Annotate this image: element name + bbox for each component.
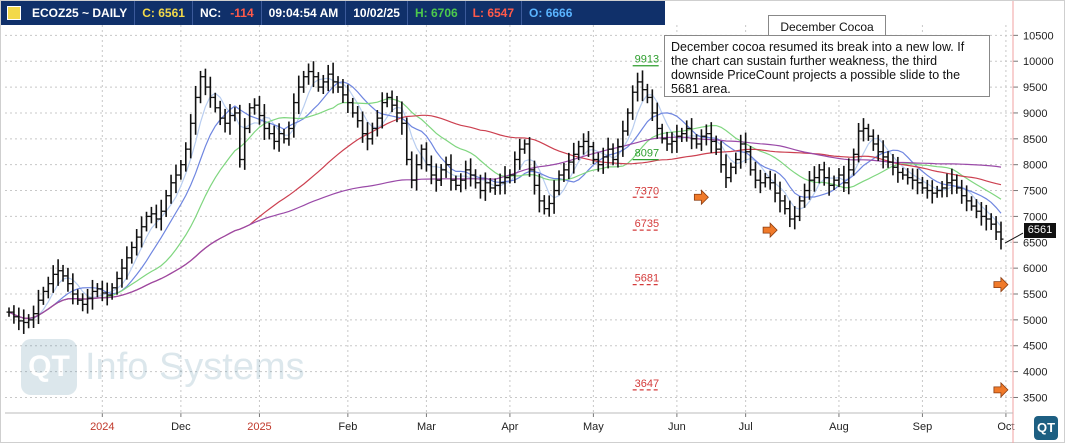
watermark-text: Info Systems (85, 345, 305, 388)
y-tick-label: 8500 (1023, 134, 1047, 146)
y-tick-label: 9500 (1023, 82, 1047, 94)
x-tick-label: Sep (913, 421, 933, 433)
y-tick-label: 9000 (1023, 108, 1047, 120)
y-tick-label: 6500 (1023, 237, 1047, 249)
menu-icon[interactable] (7, 6, 21, 20)
x-tick-label: May (583, 421, 604, 433)
high-value: H: 6706 (408, 1, 466, 25)
x-tick-label: 2025 (247, 421, 271, 433)
net-change-label: NC: (199, 6, 222, 20)
target-arrow-icon (762, 222, 778, 239)
price-target-label: 6735 (635, 218, 659, 230)
x-tick-label: Jun (668, 421, 686, 433)
x-tick-label: Jul (739, 421, 753, 433)
y-tick-label: 5500 (1023, 289, 1047, 301)
commentary-note: December cocoa resumed its break into a … (664, 35, 990, 97)
x-tick-label: Feb (338, 421, 357, 433)
y-tick-label: 5000 (1023, 315, 1047, 327)
y-tick-label: 8000 (1023, 160, 1047, 172)
time-value: 09:04:54 AM (262, 1, 347, 25)
x-tick-label: Dec (171, 421, 191, 433)
y-tick-label: 7000 (1023, 211, 1047, 223)
last-price-pointer (1004, 232, 1024, 244)
price-target-label: 8097 (635, 148, 659, 160)
net-change-value: -114 (223, 1, 262, 25)
low-value: L: 6547 (466, 1, 523, 25)
watermark-logo-icon: QT (21, 339, 77, 395)
target-arrow-icon (993, 381, 1009, 398)
x-tick-label: Apr (501, 421, 518, 433)
watermark: QT Info Systems (21, 339, 305, 395)
y-tick-label: 6000 (1023, 263, 1047, 275)
y-tick-label: 4500 (1023, 341, 1047, 353)
x-tick-label: 2024 (90, 421, 114, 433)
x-tick-label: Oct (997, 421, 1014, 433)
date-value: 10/02/25 (346, 1, 408, 25)
target-arrow-icon (993, 276, 1009, 293)
x-tick-label: Mar (417, 421, 436, 433)
y-tick-label: 3500 (1023, 392, 1047, 404)
x-tick-label: Aug (829, 421, 849, 433)
price-target-label: 7370 (635, 185, 659, 197)
y-tick-label: 7500 (1023, 186, 1047, 198)
y-tick-label: 10500 (1023, 30, 1054, 42)
target-arrow-icon (693, 189, 709, 206)
last-price-tag: 6561 (1024, 223, 1056, 238)
y-tick-label: 10000 (1023, 56, 1054, 68)
brand-logo-icon[interactable]: QT (1034, 416, 1058, 440)
price-target-label: 5681 (635, 273, 659, 285)
symbol-label[interactable]: ECOZ25 ~ DAILY (25, 1, 136, 25)
y-tick-label: 4000 (1023, 367, 1047, 379)
close-value: C: 6561 (135, 1, 193, 25)
quote-header: ECOZ25 ~ DAILY C: 6561 NC: -114 09:04:54… (1, 1, 665, 25)
open-value: O: 6666 (529, 6, 573, 20)
price-target-label: 3647 (635, 378, 659, 390)
price-target-label: 9913 (635, 54, 659, 66)
